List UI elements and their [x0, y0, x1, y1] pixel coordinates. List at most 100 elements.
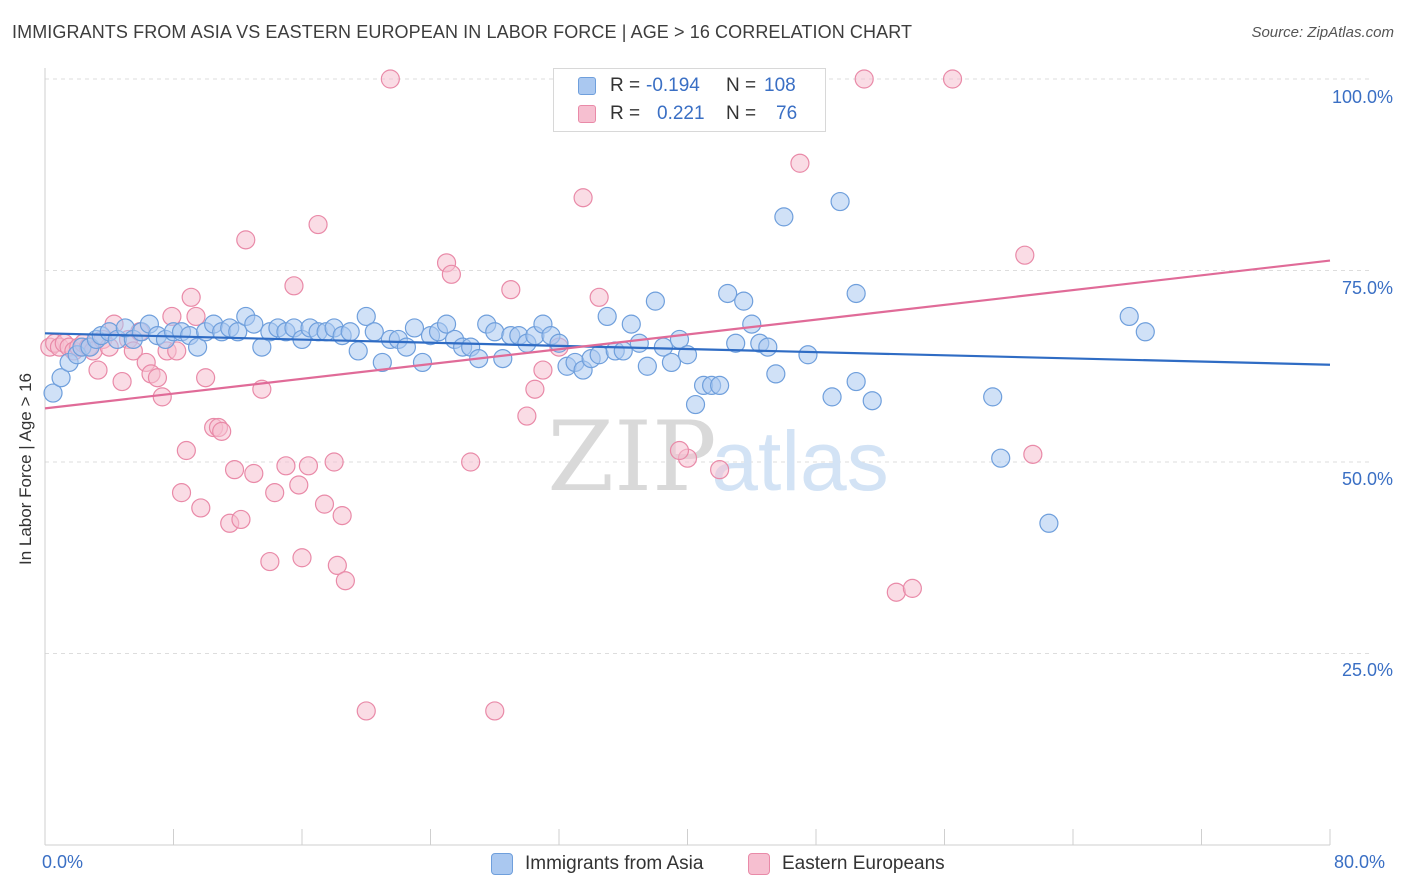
data-point: [766, 364, 786, 384]
legend-r-label: R =: [610, 75, 641, 96]
chart-title: IMMIGRANTS FROM ASIA VS EASTERN EUROPEAN…: [12, 22, 913, 42]
trend-line-asia: [44, 332, 1331, 366]
data-point: [621, 314, 641, 334]
data-point: [573, 188, 593, 208]
data-point: [902, 578, 922, 598]
data-point: [244, 463, 264, 484]
source-label: Source: ZipAtlas.com: [1251, 24, 1394, 41]
data-point: [196, 368, 216, 388]
watermark: ZIP atlas: [547, 401, 888, 513]
data-point: [629, 333, 649, 353]
data-point: [186, 306, 206, 327]
data-point: [152, 387, 172, 407]
data-point: [176, 440, 196, 461]
legend-swatch-pink: [578, 105, 596, 123]
data-point: [790, 153, 810, 173]
series-eastern-europeans-points: [40, 69, 1043, 721]
legend-n-value: 76: [776, 103, 798, 124]
data-point: [276, 456, 296, 476]
data-point: [991, 448, 1011, 468]
x-tick-label-max: 80.0%: [1334, 852, 1386, 872]
legend-r-value: -0.194: [646, 75, 700, 96]
data-point: [1135, 322, 1155, 342]
data-point: [726, 333, 746, 353]
data-point: [846, 283, 866, 304]
data-point: [441, 264, 461, 284]
correlation-legend: R = -0.194 N = 108 R = 0.221 N = 76: [553, 68, 826, 132]
y-tick-label-25: 25.0%: [1341, 660, 1393, 680]
data-point: [265, 483, 285, 503]
data-point: [710, 375, 730, 395]
data-point: [340, 322, 360, 342]
data-point: [1039, 513, 1059, 533]
data-point: [284, 276, 304, 296]
data-point: [525, 379, 545, 399]
data-point: [710, 460, 730, 480]
data-point: [846, 371, 866, 392]
data-point: [517, 406, 537, 426]
data-point: [404, 318, 425, 338]
data-point: [774, 207, 794, 227]
data-point: [677, 345, 698, 365]
y-axis-label: In Labor Force | Age > 16: [16, 372, 35, 565]
legend-n-label: N =: [726, 103, 757, 124]
data-point: [1015, 245, 1035, 265]
data-point: [597, 306, 617, 327]
axis-layer: [44, 68, 1331, 846]
data-point: [181, 287, 201, 307]
data-point: [332, 506, 352, 526]
series-immigrants-from-asia-points: [43, 191, 1155, 533]
legend-r-value: 0.221: [657, 103, 705, 124]
data-point: [854, 69, 874, 89]
data-point: [51, 368, 71, 388]
data-point: [493, 348, 513, 369]
data-point: [734, 291, 754, 311]
data-point: [942, 69, 963, 89]
y-tick-label-50: 50.0%: [1341, 469, 1393, 489]
data-point: [589, 287, 609, 307]
data-point: [289, 475, 309, 495]
data-point: [308, 214, 328, 235]
data-point: [983, 387, 1003, 407]
data-point: [335, 571, 355, 591]
data-point: [147, 368, 168, 388]
data-point: [798, 345, 818, 365]
data-point: [356, 701, 376, 721]
data-point: [43, 383, 63, 403]
data-point: [661, 352, 682, 373]
data-point: [589, 345, 609, 365]
data-point: [822, 387, 842, 407]
data-point: [718, 283, 738, 304]
data-point: [324, 452, 344, 472]
data-point: [412, 352, 433, 373]
data-point: [645, 291, 665, 311]
data-point: [236, 230, 256, 250]
data-point: [356, 306, 376, 327]
data-point: [862, 391, 882, 411]
data-point: [380, 69, 400, 89]
data-point: [758, 337, 778, 357]
grid-layer: [45, 78, 1370, 654]
bottom-legend-swatch-blue: [491, 853, 513, 875]
data-point: [830, 191, 850, 212]
data-point: [501, 280, 521, 300]
trend-line-eastern: [44, 259, 1331, 410]
bottom-legend-swatch-pink: [748, 853, 770, 875]
legend-r-label: R =: [610, 103, 641, 124]
data-point: [669, 440, 690, 461]
data-point: [244, 314, 264, 334]
trend-lines: [44, 259, 1331, 410]
data-point: [461, 452, 481, 472]
data-point: [292, 548, 312, 568]
data-point: [348, 341, 368, 361]
data-point: [231, 509, 251, 530]
data-point: [314, 494, 335, 514]
data-point: [228, 322, 248, 342]
legend-n-value: 108: [764, 75, 796, 96]
data-point: [886, 582, 906, 602]
watermark-atlas: atlas: [711, 414, 888, 508]
data-point: [533, 360, 553, 380]
data-point: [485, 701, 505, 721]
data-point: [112, 371, 132, 392]
